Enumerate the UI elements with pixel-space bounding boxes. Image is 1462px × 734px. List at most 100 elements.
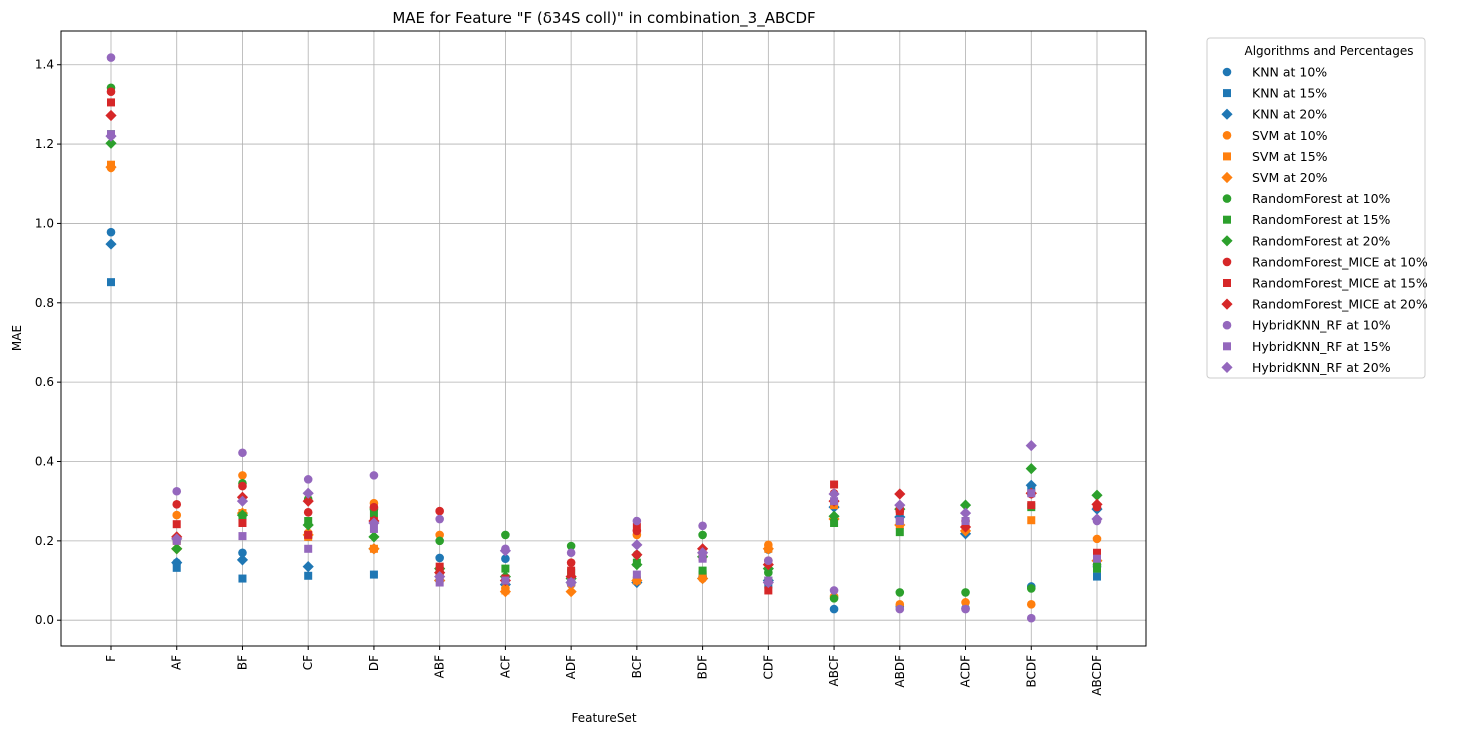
x-tick-label: ABDF	[893, 655, 907, 688]
legend-marker	[1223, 342, 1231, 351]
legend-marker	[1221, 108, 1233, 120]
legend-marker	[1223, 215, 1231, 224]
data-point	[435, 514, 444, 524]
y-tick-label: 0.4	[35, 455, 54, 469]
data-point	[895, 507, 904, 516]
data-point	[1091, 513, 1103, 525]
legend-marker	[1222, 257, 1232, 267]
data-point	[302, 561, 314, 573]
data-point	[764, 556, 773, 565]
data-point	[172, 510, 182, 520]
data-point	[302, 519, 314, 531]
y-tick-label: 1.2	[35, 137, 54, 151]
data-point	[698, 554, 707, 563]
data-point	[434, 570, 446, 583]
data-point	[236, 495, 249, 507]
legend-label: SVM at 20%	[1252, 170, 1328, 185]
legend-label: RandomForest_MICE at 15%	[1252, 276, 1428, 291]
data-point	[304, 571, 313, 580]
data-point	[107, 98, 115, 107]
data-points	[105, 53, 1103, 623]
data-point	[368, 543, 380, 555]
data-point	[894, 488, 906, 500]
data-point	[566, 558, 576, 567]
legend-label: KNN at 15%	[1252, 86, 1327, 101]
data-point	[631, 549, 643, 561]
data-point	[632, 570, 641, 579]
data-point	[1093, 554, 1101, 563]
data-point	[369, 471, 379, 480]
data-point	[1027, 489, 1036, 498]
x-tick-label: F	[104, 655, 118, 662]
data-point	[435, 578, 444, 587]
legend-label: HybridKNN_RF at 10%	[1252, 318, 1391, 333]
data-point	[501, 576, 510, 585]
x-tick-label: ACDF	[959, 655, 973, 688]
data-point	[566, 541, 576, 551]
data-point	[171, 557, 183, 569]
data-point	[368, 531, 380, 543]
data-point	[895, 604, 905, 614]
data-point	[631, 574, 643, 587]
data-point	[895, 517, 904, 526]
data-point	[302, 495, 314, 507]
data-point	[499, 586, 511, 598]
data-point	[631, 559, 643, 571]
data-point	[435, 536, 444, 546]
legend-marker	[1222, 131, 1232, 140]
data-point	[1026, 584, 1036, 593]
data-point	[236, 509, 249, 521]
data-point	[106, 227, 116, 237]
data-point	[105, 137, 117, 149]
data-point	[369, 502, 379, 512]
data-point	[961, 598, 970, 607]
data-point	[435, 562, 444, 571]
data-point	[435, 530, 444, 540]
chart-title: MAE for Feature "F (δ34S coll)" in combi…	[392, 9, 815, 28]
legend-label: KNN at 20%	[1252, 107, 1327, 122]
legend-box	[1206, 37, 1426, 379]
data-point	[303, 475, 313, 484]
x-axis: F AF BF CF DF ABF ACF ADF BCF BDF CDF ABCF ABDF ACDF B…	[104, 646, 1104, 696]
data-point	[501, 564, 510, 573]
x-tick-label: CDF	[761, 655, 775, 680]
y-tick-label: 0.2	[35, 534, 54, 548]
data-point	[106, 87, 116, 97]
data-point	[236, 554, 249, 566]
legend-label: KNN at 10%	[1252, 65, 1327, 80]
data-point	[762, 576, 774, 589]
legend-marker	[1221, 298, 1233, 310]
data-point	[1025, 440, 1037, 452]
legend-label: HybridKNN_RF at 15%	[1252, 339, 1391, 354]
data-point	[697, 547, 709, 559]
legend-title: Algorithms and Percentages	[1245, 44, 1414, 58]
y-axis-label: MAE	[10, 325, 24, 351]
x-tick-label: AF	[170, 655, 184, 670]
data-point	[895, 588, 905, 597]
legend-label: RandomForest_MICE at 10%	[1252, 254, 1428, 269]
data-point	[303, 507, 313, 517]
data-point	[106, 53, 116, 62]
data-point	[829, 594, 839, 603]
legend-marker	[1223, 279, 1231, 287]
x-axis-label: FeatureSet	[571, 711, 636, 725]
data-point	[369, 524, 378, 533]
data-point	[565, 586, 577, 598]
data-point	[1092, 534, 1102, 544]
data-point	[501, 554, 510, 564]
grid	[61, 31, 1146, 646]
data-point	[172, 486, 182, 496]
data-point	[698, 566, 707, 575]
data-point	[1093, 572, 1101, 581]
y-axis: 0.0 0.2 0.4 0.6 0.8 1.0 1.2 1.4	[35, 58, 61, 627]
data-point	[302, 487, 314, 499]
data-point	[171, 543, 183, 555]
data-point	[1026, 600, 1036, 609]
data-point	[830, 480, 839, 489]
data-point	[1026, 613, 1036, 623]
y-tick-label: 1.0	[35, 216, 54, 230]
data-point	[565, 576, 577, 589]
data-point	[829, 586, 839, 595]
data-point	[501, 530, 510, 540]
legend-label: HybridKNN_RF at 20%	[1252, 360, 1391, 375]
